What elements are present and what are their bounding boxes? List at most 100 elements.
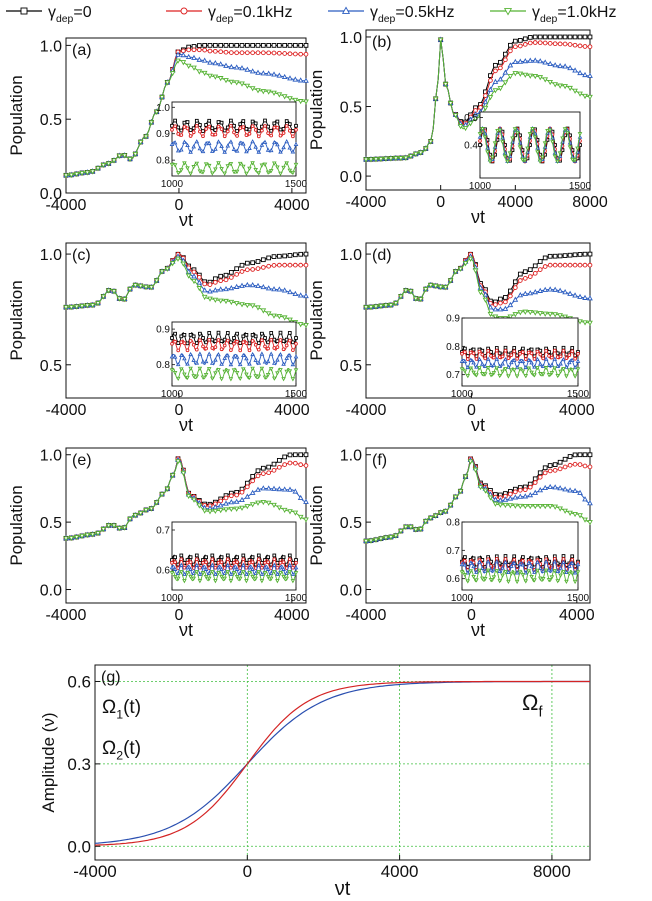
inset-data-point: [284, 119, 289, 123]
inset-data-point: [287, 338, 292, 343]
data-point: [572, 511, 578, 518]
data-point: [153, 109, 160, 115]
inset-data-point: [172, 163, 178, 168]
y-tick-label: 0.3: [67, 755, 91, 774]
data-point: [228, 285, 235, 291]
data-point: [557, 485, 563, 491]
inset-data-point: [219, 560, 224, 565]
data-point: [281, 315, 288, 321]
inset-data-point: [263, 118, 267, 123]
data-point: [281, 94, 288, 100]
data-point: [255, 88, 261, 94]
inset-y-tick-label: 0.7: [446, 546, 460, 557]
inset-data-point: [494, 348, 499, 353]
data-point: [223, 285, 229, 292]
data-point: [239, 50, 245, 56]
data-point: [447, 101, 454, 107]
inset-data-point: [200, 571, 206, 576]
x-tick-label: 8000: [572, 194, 608, 211]
inset-data-point: [244, 171, 249, 176]
inset-data-point: [269, 133, 274, 138]
data-point: [542, 264, 548, 269]
data-point: [239, 505, 245, 511]
data-point: [388, 303, 394, 309]
y-axis-label: Population: [7, 485, 26, 565]
data-point: [218, 49, 224, 55]
inset-data-point: [546, 567, 552, 572]
inset-data-point: [485, 366, 491, 371]
y-tick-label: 0.0: [340, 169, 362, 186]
inset-data-point: [188, 171, 193, 176]
inset-data-point: [265, 170, 271, 175]
y-tick-label: 0.5: [40, 358, 62, 375]
inset-data-point: [194, 123, 199, 128]
inset-data-point: [209, 570, 215, 575]
inset-data-point: [278, 352, 283, 357]
inset-x-tick-label: 1000: [451, 593, 474, 604]
data-point: [266, 464, 272, 470]
data-point: [84, 303, 91, 309]
inset-data-point: [570, 346, 575, 350]
data-point: [542, 484, 549, 491]
data-point: [223, 272, 229, 278]
inset-data-point: [172, 140, 178, 145]
data-point: [572, 487, 578, 494]
inset-data-point: [507, 151, 513, 156]
data-point: [427, 283, 434, 289]
inset-data-point: [478, 143, 482, 147]
series-3: [363, 256, 593, 326]
legend-entry: γdep=0: [6, 4, 92, 25]
inset-data-point: [262, 571, 268, 576]
inset-data-point: [222, 171, 228, 176]
inset-data-point: [537, 372, 543, 377]
inset-data-point: [488, 362, 494, 367]
inset-data-point: [188, 566, 193, 571]
x-tick-label: 0: [467, 402, 476, 419]
data-point: [562, 34, 568, 40]
inset-data-point: [253, 167, 259, 173]
inset-data-point: [547, 128, 553, 133]
x-axis-label: νt: [471, 415, 485, 435]
data-point: [552, 312, 559, 318]
plot-frame: [94, 664, 591, 861]
inset-data-point: [194, 360, 200, 365]
inset-data-point: [291, 348, 295, 352]
data-point: [412, 151, 419, 158]
inset-data-point: [250, 555, 255, 560]
data-point: [532, 476, 538, 482]
inset-data-point: [562, 127, 568, 132]
x-tick-label: 4000: [274, 197, 310, 214]
data-point: [137, 283, 144, 290]
inset-data-point: [284, 124, 289, 128]
data-point: [572, 42, 578, 48]
inset-series-3: [169, 161, 299, 176]
data-point: [542, 77, 549, 83]
data-point: [297, 99, 304, 105]
data-point: [292, 262, 298, 268]
data-point: [572, 452, 578, 458]
inset-data-point: [169, 565, 175, 570]
inset-data-point: [529, 347, 534, 352]
inset-data-point: [201, 336, 205, 340]
inset-data-point: [549, 575, 555, 580]
data-point: [472, 467, 479, 473]
inset-data-point: [266, 131, 270, 136]
y-tick-label: 0.5: [340, 515, 362, 532]
inset-data-point: [278, 127, 283, 132]
data-point: [201, 70, 208, 77]
inset-data-point: [185, 142, 190, 148]
inset-data-point: [256, 553, 261, 558]
inset-data-point: [206, 163, 212, 169]
data-point: [249, 303, 256, 309]
inset-data-point: [268, 351, 274, 356]
data-point: [577, 462, 583, 467]
inset-data-point: [558, 361, 563, 366]
y-tick-label: 1.0: [340, 30, 362, 47]
data-point: [127, 516, 133, 523]
data-point: [537, 487, 544, 493]
inset-data-point: [228, 377, 234, 382]
data-point: [228, 506, 235, 513]
inset-data-point: [194, 139, 200, 144]
data-point: [587, 464, 593, 470]
data-point: [437, 510, 444, 516]
